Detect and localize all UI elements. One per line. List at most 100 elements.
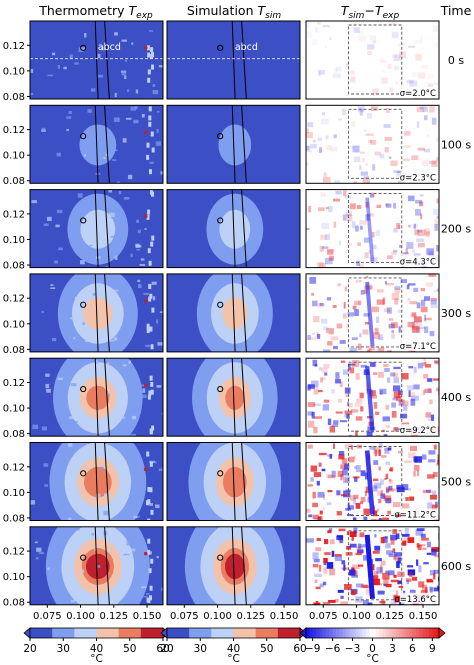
- panel-frame: [305, 357, 440, 437]
- difference-patch: [373, 372, 378, 375]
- difference-patch: [328, 255, 334, 261]
- noise-speck: [130, 548, 136, 552]
- difference-patch: [431, 504, 438, 511]
- difference-patch: [409, 496, 415, 501]
- difference-patch: [426, 248, 435, 256]
- difference-patch: [318, 390, 323, 393]
- colorbar-unit-label: °C: [227, 653, 240, 665]
- noise-speck: [97, 53, 101, 59]
- difference-patch: [381, 455, 387, 458]
- difference-patch: [324, 351, 330, 352]
- difference-patch: [433, 43, 438, 48]
- difference-patch: [371, 306, 379, 313]
- difference-patch: [314, 573, 322, 578]
- noise-speck: [77, 193, 83, 198]
- difference-patch: [410, 395, 419, 401]
- colorbar-segment: [365, 628, 370, 638]
- panel-difference-2: σ=4.3°C: [305, 189, 440, 269]
- difference-patch: [406, 579, 410, 585]
- colorbar-tick-label: −3: [345, 643, 360, 655]
- panel-frame: [166, 273, 301, 353]
- difference-patch: [433, 208, 439, 216]
- difference-patch: [393, 552, 402, 557]
- difference-patch: [384, 281, 388, 285]
- difference-patch: [366, 350, 370, 352]
- noise-speck: [90, 88, 96, 92]
- difference-patch: [427, 502, 433, 510]
- difference-patch: [426, 134, 430, 137]
- difference-patch: [335, 372, 340, 379]
- noise-speck: [160, 171, 163, 175]
- difference-patch: [355, 373, 360, 380]
- difference-patch: [384, 477, 387, 480]
- noise-speck: [148, 283, 152, 289]
- noise-speck: [114, 255, 118, 260]
- colorbar-segment: [362, 628, 367, 638]
- colorbar-segment: [385, 628, 390, 638]
- noise-speck: [150, 558, 154, 564]
- difference-patch: [322, 494, 326, 501]
- noise-speck: [70, 536, 76, 540]
- noise-speck: [141, 394, 147, 399]
- difference-patch: [357, 343, 362, 351]
- difference-patch: [414, 229, 419, 236]
- difference-patch: [343, 313, 347, 319]
- difference-patch: [433, 555, 439, 558]
- colorbar-tick-label: 30: [57, 643, 70, 655]
- difference-patch: [370, 35, 377, 41]
- difference-patch: [382, 517, 389, 521]
- difference-patch: [418, 565, 422, 573]
- panel-frame: [29, 526, 164, 606]
- noise-speck: [41, 127, 46, 132]
- noise-speck: [66, 432, 72, 436]
- panel-frame: [166, 104, 301, 184]
- probe-outline: [94, 442, 110, 521]
- difference-patch: [335, 66, 342, 72]
- noise-speck: [155, 504, 160, 509]
- difference-patch: [340, 595, 344, 599]
- difference-patch: [400, 278, 407, 284]
- difference-patch: [436, 387, 439, 392]
- difference-patch: [326, 502, 332, 506]
- colorbar-segment: [425, 628, 430, 638]
- sigma-label-bg: [401, 171, 438, 183]
- column-title-thermometry: Thermometry Texp: [38, 3, 153, 21]
- noise-speck: [73, 337, 76, 340]
- difference-patch: [340, 360, 346, 363]
- difference-patch: [337, 589, 344, 593]
- difference-patch: [317, 137, 323, 142]
- temperature-contour: [225, 385, 245, 410]
- colorbar-tick-label: 60: [156, 643, 169, 655]
- colorbar-unit-label: °C: [90, 653, 103, 665]
- difference-patch: [386, 488, 389, 494]
- difference-patch: [326, 297, 332, 301]
- difference-patch: [404, 131, 411, 136]
- difference-patch: [378, 336, 384, 341]
- noise-speck: [116, 181, 121, 184]
- roi-box: [348, 277, 403, 348]
- difference-patch: [313, 426, 318, 434]
- difference-patch: [327, 249, 335, 253]
- difference-patch: [367, 44, 375, 50]
- noise-speck: [43, 223, 49, 226]
- difference-patch: [409, 572, 413, 577]
- noise-speck: [141, 114, 145, 118]
- difference-patch: [434, 360, 439, 364]
- difference-patch: [345, 63, 350, 67]
- difference-patch: [429, 399, 433, 405]
- noise-speck: [130, 253, 133, 258]
- difference-patch: [314, 416, 323, 419]
- difference-patch: [393, 227, 398, 233]
- difference-patch: [322, 349, 331, 352]
- difference-patch: [369, 256, 378, 264]
- difference-patch: [357, 543, 361, 549]
- difference-patch: [359, 544, 368, 548]
- difference-patch: [322, 176, 331, 183]
- difference-patch: [419, 201, 424, 207]
- difference-patch: [413, 316, 422, 323]
- difference-patch: [409, 301, 418, 305]
- difference-patch: [326, 473, 333, 479]
- difference-patch: [389, 318, 394, 321]
- noise-speck: [31, 200, 37, 204]
- colorbar-segment: [435, 628, 440, 638]
